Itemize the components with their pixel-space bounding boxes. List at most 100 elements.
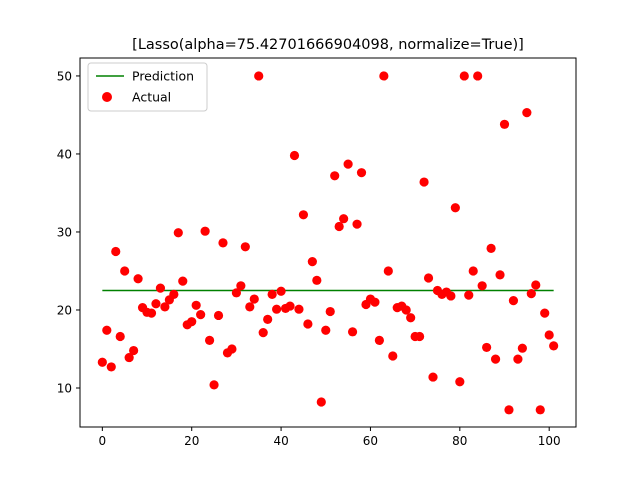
actual-point <box>213 310 224 321</box>
actual-point <box>339 214 349 224</box>
actual-point <box>155 283 166 293</box>
actual-point <box>343 159 353 169</box>
actual-point <box>312 275 322 285</box>
actual-point <box>129 345 139 356</box>
chart-marks <box>97 71 559 415</box>
actual-point <box>173 228 183 238</box>
actual-point <box>111 246 121 257</box>
actual-point <box>504 405 514 415</box>
x-tick-label: 0 <box>99 434 107 448</box>
actual-point <box>388 351 398 361</box>
actual-point <box>178 276 188 286</box>
actual-point <box>258 328 268 338</box>
actual-point <box>285 301 295 311</box>
actual-point <box>276 286 286 296</box>
actual-point <box>455 377 465 387</box>
actual-point <box>227 344 237 354</box>
actual-point <box>115 331 125 342</box>
actual-point <box>245 302 255 312</box>
legend-actual-swatch <box>102 92 112 102</box>
actual-point <box>486 243 496 253</box>
legend: Prediction Actual <box>87 62 208 112</box>
actual-point <box>356 168 367 178</box>
actual-point <box>473 71 483 81</box>
actual-point <box>383 266 393 276</box>
actual-point <box>428 372 438 382</box>
chart-title: [Lasso(alpha=75.42701666904098, normaliz… <box>132 37 524 53</box>
actual-point <box>298 210 309 220</box>
actual-point <box>263 314 273 324</box>
actual-point <box>495 270 505 280</box>
actual-point <box>196 310 206 320</box>
actual-point <box>330 171 340 181</box>
actual-point <box>272 304 282 314</box>
actual-point <box>406 313 416 323</box>
actual-point <box>540 308 550 318</box>
actual-point <box>522 108 532 118</box>
actual-point <box>513 354 523 364</box>
actual-point <box>526 288 536 299</box>
actual-point <box>517 343 527 353</box>
x-tick-label: 20 <box>184 434 199 448</box>
actual-point <box>459 71 469 81</box>
actual-point <box>191 300 201 310</box>
actual-point <box>379 71 389 81</box>
actual-point <box>477 281 487 291</box>
legend-box <box>87 62 208 112</box>
actual-point <box>240 242 250 252</box>
x-tick-label: 100 <box>538 434 561 448</box>
actual-point <box>97 357 107 367</box>
actual-point <box>254 71 264 81</box>
actual-point <box>401 305 411 315</box>
actual-point <box>231 288 241 298</box>
actual-point <box>423 273 434 283</box>
legend-actual-label: Actual <box>132 90 171 105</box>
y-tick-label: 50 <box>57 69 72 83</box>
actual-point <box>490 354 501 364</box>
actual-point <box>102 325 112 335</box>
actual-point <box>374 335 384 346</box>
actual-point <box>187 317 197 327</box>
actual-point <box>352 219 362 229</box>
actual-point <box>415 331 425 342</box>
actual-point <box>267 289 277 299</box>
actual-point <box>450 203 460 213</box>
actual-point <box>321 325 331 335</box>
actual-point <box>446 291 456 301</box>
y-tick-label: 20 <box>57 303 72 317</box>
actual-point <box>334 221 344 232</box>
y-tick-label: 40 <box>57 147 72 161</box>
x-tick-label: 40 <box>273 434 288 448</box>
actual-point <box>151 299 161 309</box>
actual-point <box>419 177 429 187</box>
actual-point <box>160 302 170 312</box>
actual-point <box>370 297 380 307</box>
actual-point <box>508 296 519 306</box>
actual-point <box>499 119 510 129</box>
actual-point <box>218 238 228 248</box>
actual-point <box>307 257 317 267</box>
actual-point <box>482 342 492 353</box>
actual-point <box>316 397 326 407</box>
actual-point <box>204 335 215 346</box>
actual-point <box>464 290 474 300</box>
x-tick-label: 60 <box>363 434 378 448</box>
actual-point <box>106 362 116 372</box>
legend-prediction-label: Prediction <box>132 69 194 84</box>
actual-point <box>249 294 259 304</box>
actual-point <box>531 280 541 290</box>
actual-point <box>169 289 179 299</box>
actual-point <box>236 281 246 291</box>
x-tick-label: 80 <box>452 434 467 448</box>
axes: 0 20 40 60 80 100 10 20 30 40 50 <box>57 57 577 448</box>
actual-point <box>124 352 134 363</box>
actual-point <box>535 405 545 415</box>
y-tick-label: 10 <box>57 381 72 395</box>
actual-point <box>209 380 219 390</box>
actual-point <box>544 330 554 340</box>
actual-point <box>468 266 478 276</box>
actual-point <box>294 304 304 314</box>
actual-point <box>146 308 157 318</box>
y-tick-label: 30 <box>57 225 72 239</box>
actual-point <box>347 327 358 337</box>
